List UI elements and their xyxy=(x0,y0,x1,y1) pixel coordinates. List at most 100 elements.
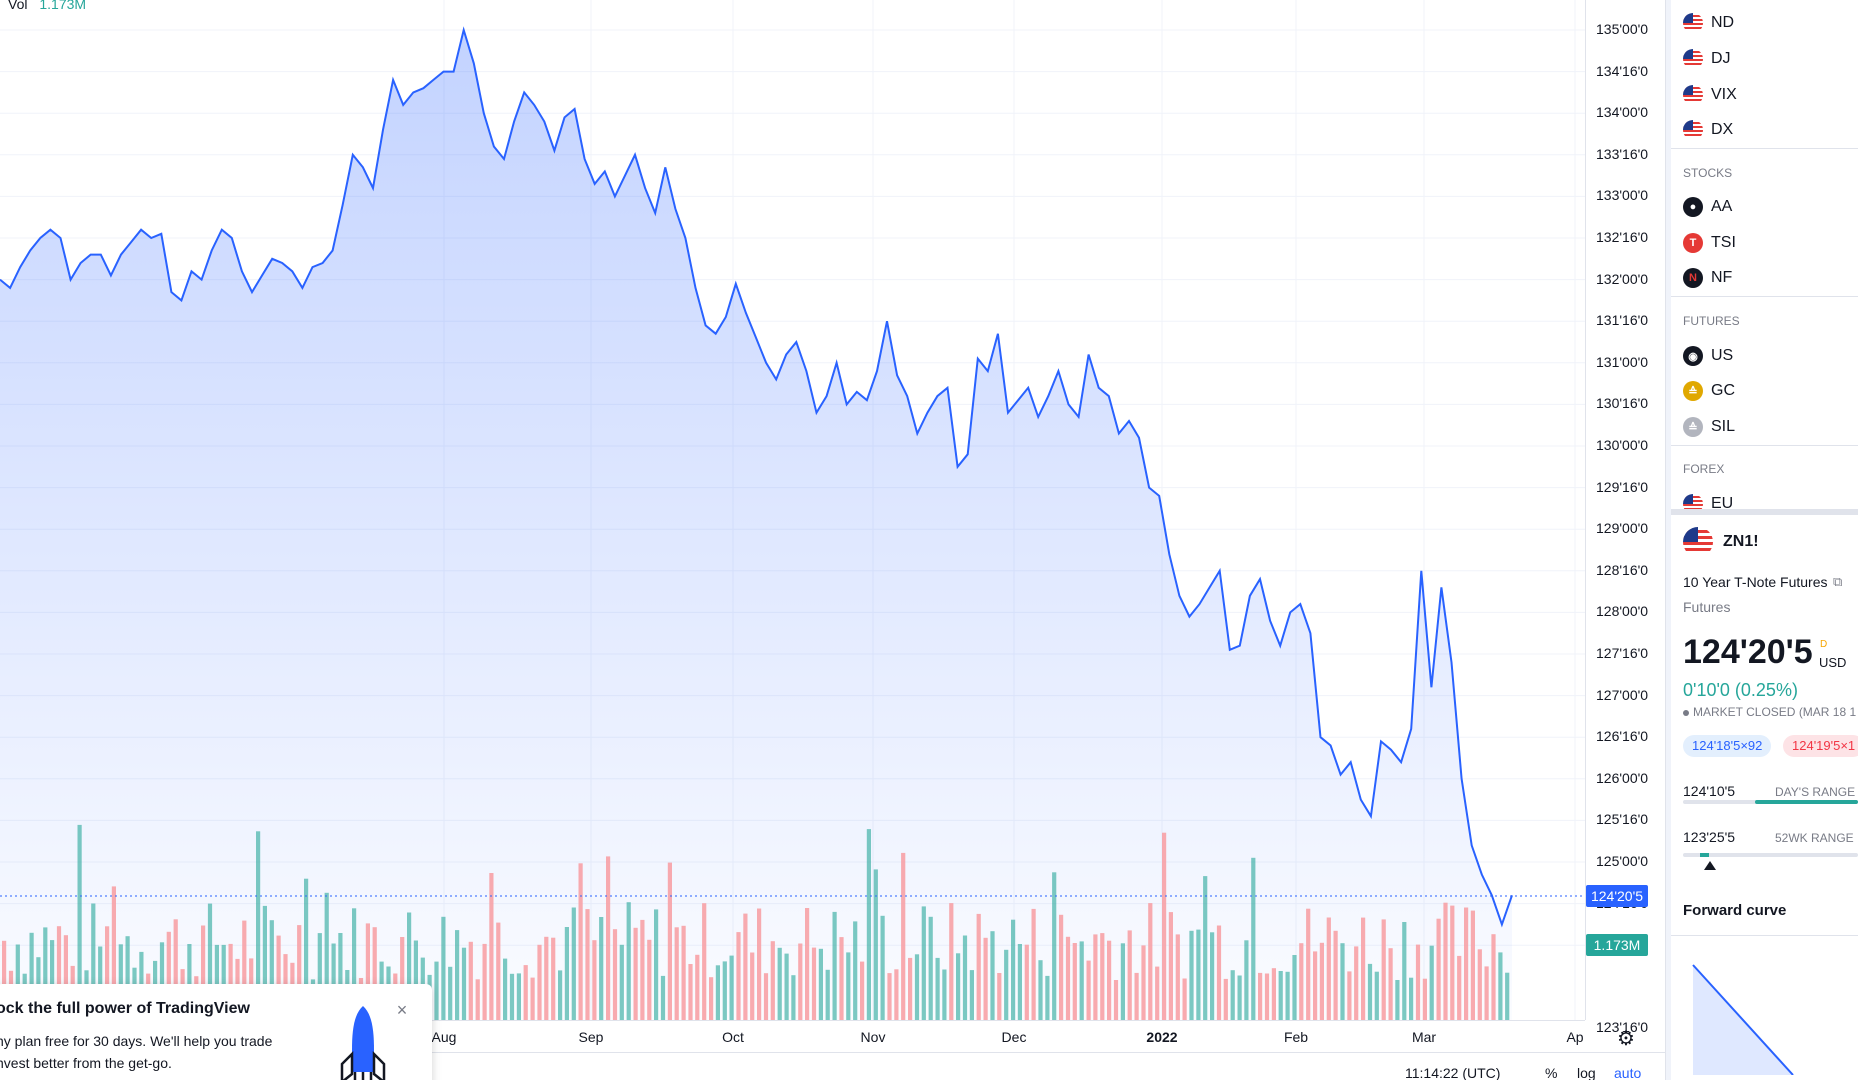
volume-bar xyxy=(159,942,165,1020)
volume-bar xyxy=(1429,945,1434,1020)
volume-bar xyxy=(1306,908,1311,1020)
volume-bar xyxy=(2,940,7,1020)
volume-bar xyxy=(1004,949,1009,1020)
market-status: MARKET CLOSED (MAR 18 1 xyxy=(1683,705,1856,719)
volume-bar xyxy=(558,970,563,1020)
log-scale-toggle[interactable]: log xyxy=(1577,1065,1596,1080)
auto-scale-toggle[interactable]: auto xyxy=(1614,1065,1642,1080)
volume-bar xyxy=(475,979,480,1020)
volume-bar xyxy=(482,943,487,1020)
price-label: 134'00'0 xyxy=(1596,104,1649,121)
watchlist-item[interactable]: ND xyxy=(1671,5,1858,41)
volume-bar xyxy=(1422,978,1427,1020)
watchlist-item[interactable]: ● AA xyxy=(1671,189,1858,225)
watchlist-item[interactable]: EU xyxy=(1671,486,1858,510)
chart-settings-gear-icon[interactable]: ⚙ xyxy=(1617,1027,1635,1050)
day-range-bar xyxy=(1683,800,1858,804)
volume-bar xyxy=(722,961,727,1020)
symbol-header[interactable]: ZN1! xyxy=(1683,527,1759,557)
promo-close-icon[interactable]: × xyxy=(396,1000,408,1020)
price-line[interactable] xyxy=(0,26,1513,928)
divider xyxy=(1671,935,1858,936)
volume-bar xyxy=(269,920,274,1020)
volume-bar xyxy=(846,952,851,1020)
volume-bar xyxy=(873,869,878,1020)
volume-bar xyxy=(1436,918,1441,1020)
watchlist-item[interactable]: ≙ SIL xyxy=(1671,409,1858,445)
wk-range-low: 123'25'5 xyxy=(1683,829,1736,845)
us-flag-icon xyxy=(1683,494,1703,510)
volume-bar xyxy=(1361,917,1366,1020)
divider xyxy=(1671,148,1858,149)
time-axis[interactable]: Aug Sep Oct Nov Dec 2022 Feb Mar Ap xyxy=(0,1020,1585,1052)
volume-bar xyxy=(1148,903,1153,1020)
volume-bar xyxy=(1017,944,1022,1020)
price-label: 132'16'0 xyxy=(1596,229,1649,245)
watchlist[interactable]: ND DJ VIX DX STOCKS ● AA T TSI xyxy=(1671,0,1858,510)
volume-bar xyxy=(654,909,659,1020)
watchlist-item[interactable]: ◉ US xyxy=(1671,338,1858,374)
volume-bar xyxy=(1162,832,1167,1020)
volume-bar xyxy=(221,944,226,1020)
volume-bar xyxy=(1210,932,1215,1020)
price-scale[interactable]: 135'00'0 134'16'0 134'00'0 133'16'0 133'00'0… xyxy=(1585,0,1665,1035)
watchlist-symbol: DX xyxy=(1711,121,1734,138)
volume-bar xyxy=(242,920,247,1020)
percent-scale-toggle[interactable]: % xyxy=(1545,1065,1558,1080)
symbol-name[interactable]: 10 Year T-Note Futures xyxy=(1683,574,1828,590)
volume-bar xyxy=(1189,930,1194,1020)
volume-bar xyxy=(949,903,954,1020)
price-area xyxy=(0,30,1512,1020)
volume-bar xyxy=(564,927,569,1020)
utc-clock[interactable]: 11:14:22 (UTC) xyxy=(1405,1065,1501,1080)
watchlist-section-futures[interactable]: FUTURES xyxy=(1683,314,1740,328)
price-chart[interactable] xyxy=(0,0,1585,1020)
volume-bar xyxy=(1491,934,1496,1020)
volume-bar xyxy=(1278,971,1283,1020)
symbol-ticker[interactable]: ZN1! xyxy=(1723,533,1759,550)
volume-bar xyxy=(1155,966,1160,1020)
promo-popup[interactable]: ock the full power of TradingView ny pla… xyxy=(0,984,432,1080)
silver-icon: ≙ xyxy=(1683,417,1703,437)
volume-bar xyxy=(262,905,267,1020)
watchlist-item[interactable]: N NF xyxy=(1671,260,1858,296)
volume-bar xyxy=(784,953,789,1020)
volume-bar xyxy=(612,929,618,1020)
volume-bar xyxy=(276,935,281,1020)
promo-text: ny plan free for 30 days. We'll help you… xyxy=(0,1030,296,1074)
market-status-time: (MAR 18 1 xyxy=(1798,705,1857,719)
volume-bar xyxy=(942,969,947,1020)
volume-bar xyxy=(1093,934,1098,1020)
watchlist-item[interactable]: VIX xyxy=(1671,77,1858,113)
forward-curve-title[interactable]: Forward curve xyxy=(1683,902,1787,919)
volume-bar xyxy=(407,912,412,1020)
price-label: 127'00'0 xyxy=(1596,686,1649,703)
volume-bar xyxy=(1134,972,1139,1020)
volume-bar xyxy=(1498,952,1503,1020)
watchlist-symbol: ND xyxy=(1711,14,1735,31)
volume-bar xyxy=(503,958,508,1020)
watchlist-item[interactable]: T TSI xyxy=(1671,225,1858,261)
watchlist-item[interactable]: DX xyxy=(1671,112,1858,148)
volume-bar xyxy=(214,944,219,1020)
panel-resize-handle[interactable] xyxy=(1665,0,1671,1080)
watchlist-item[interactable]: ≙ GC xyxy=(1671,373,1858,409)
price-label: 125'00'0 xyxy=(1596,853,1649,869)
watchlist-section-stocks[interactable]: STOCKS xyxy=(1683,166,1733,180)
watchlist-item[interactable]: DJ xyxy=(1671,41,1858,77)
watchlist-section-forex[interactable]: FOREX xyxy=(1683,462,1725,476)
external-link-icon[interactable]: ⧉ xyxy=(1833,574,1843,589)
watchlist-details-resize-handle[interactable] xyxy=(1671,509,1858,515)
time-label: Ap xyxy=(1566,1029,1584,1045)
volume-bar xyxy=(105,926,110,1020)
forward-curve-chart[interactable] xyxy=(1683,955,1858,1075)
volume-bar xyxy=(887,973,892,1020)
ask-badge: 124'19'5×1 xyxy=(1783,735,1858,757)
watchlist-symbol: NF xyxy=(1711,269,1733,286)
symbol-details: ZN1! 10 Year T-Note Futures ⧉ Futures 12… xyxy=(1671,515,1858,1080)
volume-legend: Vol 1.173M xyxy=(8,0,86,12)
chart-pane[interactable]: Vol 1.173M xyxy=(0,0,1585,1020)
volume-bar xyxy=(962,935,968,1020)
day-range-label: DAY'S RANGE xyxy=(1775,785,1856,799)
volume-bar xyxy=(626,902,631,1020)
